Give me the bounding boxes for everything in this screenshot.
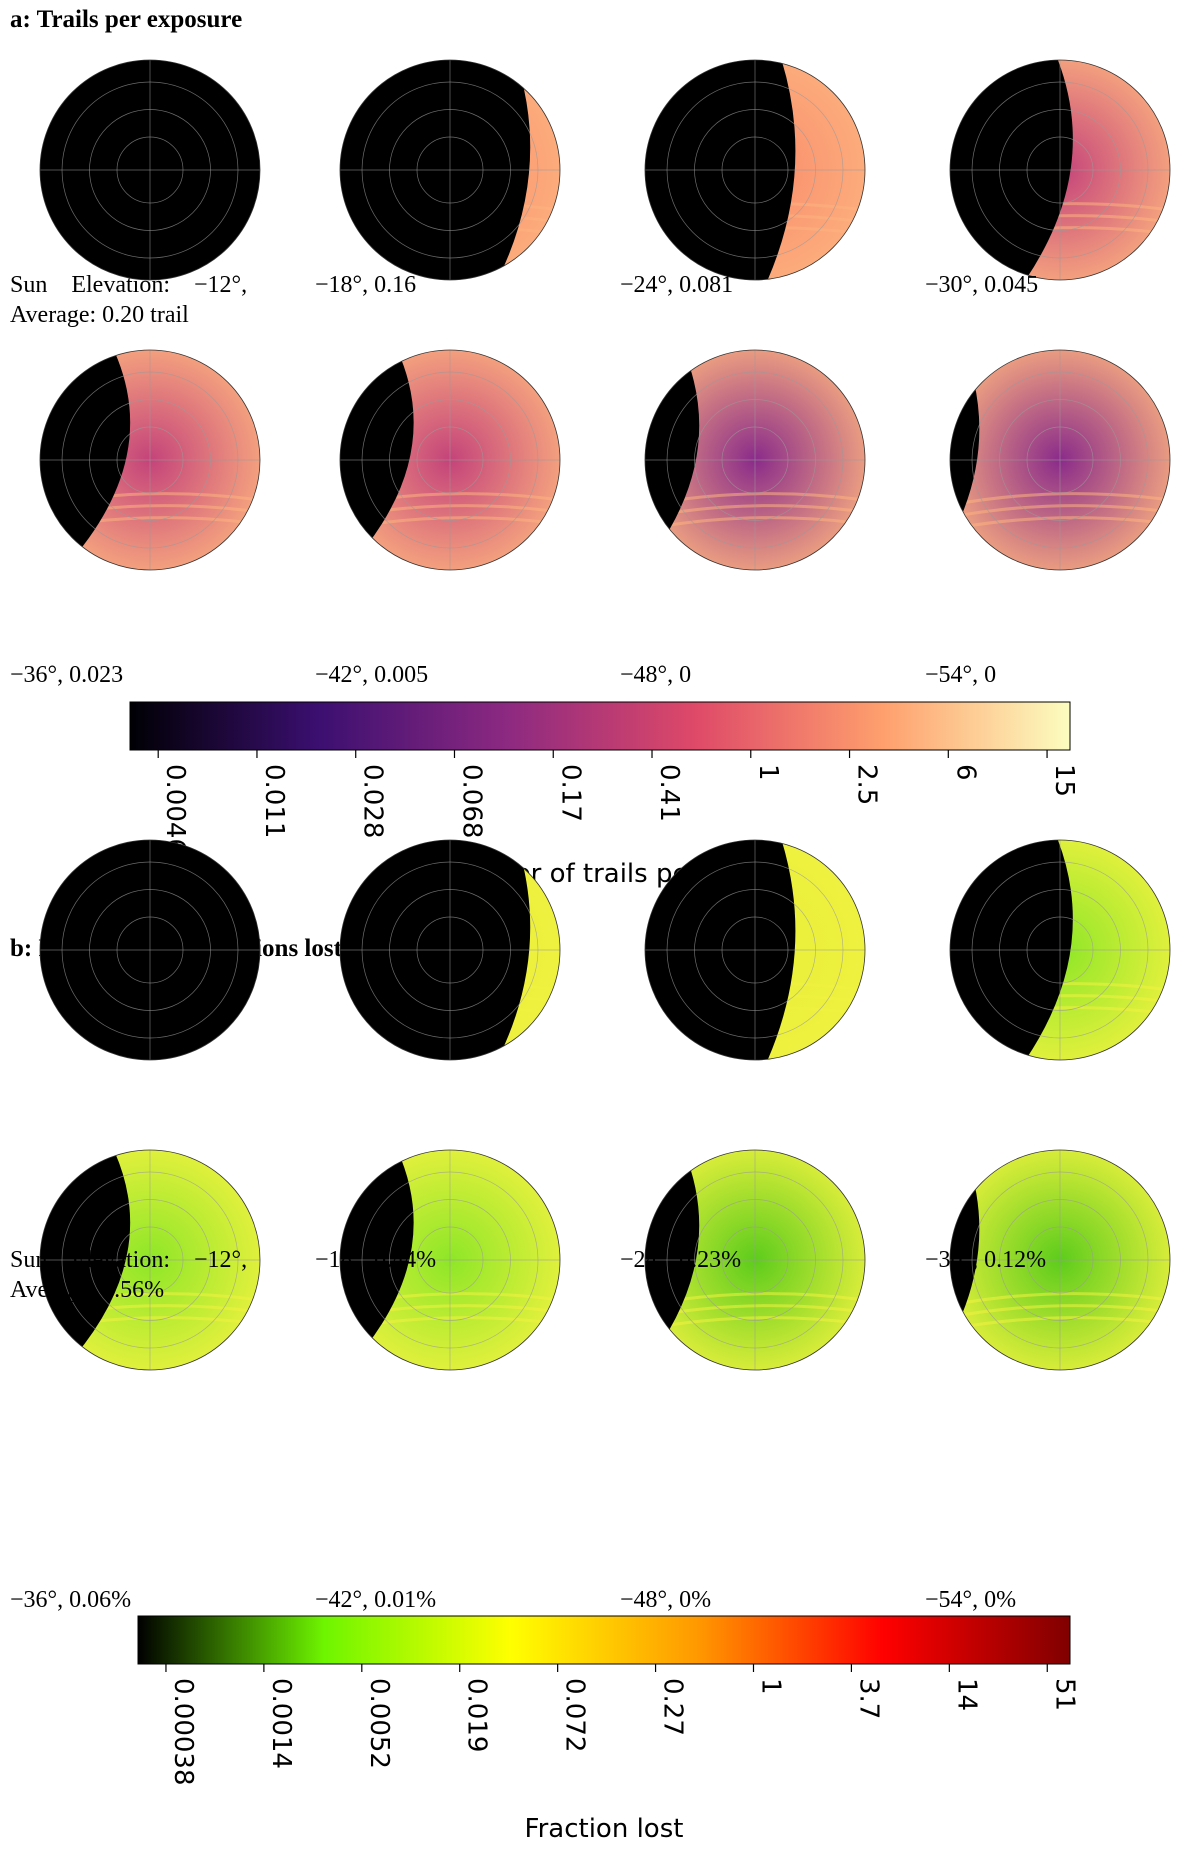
colorbar-tick-label: 0.068 bbox=[456, 764, 486, 838]
sky-outline bbox=[339, 1149, 561, 1371]
sky-map-6 bbox=[320, 1130, 580, 1390]
colorbar-tick-label: 0.00038 bbox=[168, 1678, 198, 1786]
sky-map-1 bbox=[20, 40, 280, 300]
sky-outline bbox=[339, 839, 561, 1061]
average-text: Average: 0.20 trail bbox=[10, 302, 189, 328]
sky-outline bbox=[644, 839, 866, 1061]
colorbar-tick-label: 0.0014 bbox=[266, 1678, 296, 1769]
sky-outline bbox=[39, 839, 261, 1061]
sky-map-8 bbox=[930, 330, 1190, 590]
panel-b-caption-7: −48°, 0% bbox=[620, 1587, 712, 1613]
colorbar-tick-label: 0.27 bbox=[658, 1678, 688, 1736]
colorbar-tick-label: 0.072 bbox=[560, 1678, 590, 1752]
sun-elevation-label: Sun Elevation: bbox=[10, 1247, 170, 1273]
colorbar-tick-label: 0.019 bbox=[462, 1678, 492, 1752]
colorbar-tick-label: 6 bbox=[950, 764, 980, 781]
sky-outline bbox=[949, 349, 1171, 571]
panel-b-caption-1: Sun Elevation: −12°, Average: 0.56% bbox=[10, 1245, 247, 1305]
sun-elevation-value: −12°, bbox=[193, 1247, 248, 1273]
sky-map-7 bbox=[625, 1130, 885, 1390]
sky-map-7 bbox=[625, 330, 885, 590]
sun-elevation-value: −12°, bbox=[193, 272, 248, 298]
panel-b-caption-6: −42°, 0.01% bbox=[315, 1587, 437, 1613]
sky-map-6 bbox=[320, 330, 580, 590]
colorbar-gradient bbox=[129, 701, 1071, 751]
sky-map-8 bbox=[930, 1130, 1190, 1390]
colorbar-tick-label: 3.7 bbox=[853, 1678, 883, 1719]
panel-a-caption-6: −42°, 0.005 bbox=[315, 662, 429, 688]
sky-outline bbox=[644, 349, 866, 571]
colorbar-tick-label: 2.5 bbox=[852, 764, 882, 805]
panel-b-caption-3: −24°, 0.23% bbox=[620, 1247, 742, 1273]
panel-a-caption-4: −30°, 0.045 bbox=[925, 272, 1039, 298]
sky-outline bbox=[644, 59, 866, 281]
panel-a-caption-5: −36°, 0.023 bbox=[10, 662, 124, 688]
sky-map-5 bbox=[20, 330, 280, 590]
panel-a-colorbar: 0.0046 0.011 0.028 0.068 0.17 0.41 1 2.5 6 15Numb… bbox=[129, 701, 1079, 889]
sky-map-4 bbox=[930, 40, 1190, 300]
colorbar-tick-label: 0.0046 bbox=[160, 764, 190, 855]
panel-a-caption-8: −54°, 0 bbox=[925, 662, 997, 688]
sky-outline bbox=[949, 59, 1171, 281]
sky-map-2 bbox=[320, 40, 580, 300]
sky-outline bbox=[339, 349, 561, 571]
sky-outline bbox=[39, 59, 261, 281]
colorbar-tick-label: 1 bbox=[755, 1678, 785, 1695]
panel-a-title: a: Trails per exposure bbox=[10, 6, 243, 33]
panel-b-caption-5: −36°, 0.06% bbox=[10, 1587, 132, 1613]
panel-a-caption-7: −48°, 0 bbox=[620, 662, 692, 688]
sky-map-3 bbox=[625, 820, 885, 1080]
panel-a-caption-3: −24°, 0.081 bbox=[620, 272, 734, 298]
sky-outline bbox=[949, 839, 1171, 1061]
average-text: Average: 0.56% bbox=[10, 1277, 165, 1303]
sun-elevation-label: Sun Elevation: bbox=[10, 272, 170, 298]
colorbar-tick-label: 51 bbox=[1049, 1678, 1079, 1711]
sky-outline bbox=[39, 1149, 261, 1371]
colorbar-tick-label: 1 bbox=[753, 764, 783, 781]
colorbar-label: Fraction lost bbox=[525, 1814, 684, 1844]
sky-outline bbox=[339, 59, 561, 281]
colorbar-tick-label: 0.028 bbox=[358, 764, 388, 838]
colorbar-tick-label: 0.0052 bbox=[364, 1678, 394, 1769]
sky-outline bbox=[644, 1149, 866, 1371]
sky-map-2 bbox=[320, 820, 580, 1080]
panel-b-caption-2: −18°, 0.44% bbox=[315, 1247, 437, 1273]
colorbar-tick-label: 14 bbox=[951, 1678, 981, 1711]
sky-map-1 bbox=[20, 820, 280, 1080]
colorbar-tick-label: 0.41 bbox=[654, 764, 684, 822]
sky-map-5 bbox=[20, 1130, 280, 1390]
panel-a-caption-2: −18°, 0.16 bbox=[315, 272, 417, 298]
sky-outline bbox=[949, 1149, 1171, 1371]
colorbar-tick-label: 15 bbox=[1049, 764, 1079, 797]
colorbar-gradient bbox=[137, 1615, 1071, 1665]
panel-b-caption-4: −30°, 0.12% bbox=[925, 1247, 1047, 1273]
sky-map-4 bbox=[930, 820, 1190, 1080]
panel-a-caption-1: Sun Elevation: −12°, Average: 0.20 trail bbox=[10, 270, 247, 330]
colorbar-tick-label: 0.011 bbox=[259, 764, 289, 838]
sky-outline bbox=[39, 349, 261, 571]
colorbar-tick-label: 0.17 bbox=[555, 764, 585, 822]
panel-b-caption-8: −54°, 0% bbox=[925, 1587, 1017, 1613]
panel-b-colorbar: 0.00038 0.0014 0.0052 0.019 0.072 0.27 1 3.7 14 5… bbox=[137, 1615, 1079, 1844]
sky-map-3 bbox=[625, 40, 885, 300]
